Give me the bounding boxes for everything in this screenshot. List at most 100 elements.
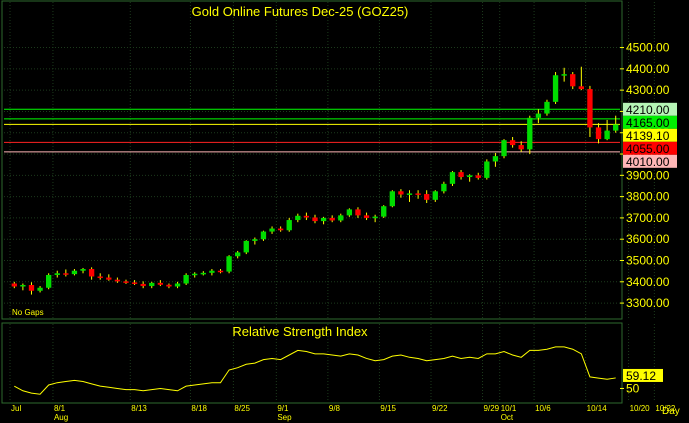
x-tick-label: 10/20 [630,404,651,413]
price-tick-label: 3400.00 [626,275,670,289]
candle-body [415,193,421,195]
candle-body [114,279,121,282]
candle-body [37,287,43,291]
candle-body [406,193,413,195]
rsi-current-label: 59.12 [626,369,656,383]
candle-body [527,117,533,150]
candle-body [552,75,559,102]
rsi-title: Relative Strength Index [232,324,368,339]
candle-body [20,284,26,287]
candle-body [217,270,224,273]
candle-body [458,172,464,178]
x-tick-label: 9/8 [329,404,341,413]
candle-body [501,140,507,157]
reference-label-box [623,154,677,168]
candle-body [346,209,353,216]
x-tick-label: 10/1 [501,404,517,413]
candle-body [54,273,60,275]
candle-body [200,272,206,275]
candle-body [320,217,327,222]
candle-body [166,284,172,287]
candle-body [398,191,404,195]
candle-body [484,161,490,178]
candle-body [260,231,267,240]
x-tick-label: 9/22 [432,404,448,413]
candle-body [226,256,232,272]
rsi-line [14,346,616,395]
candle-body [381,206,387,217]
candle-body [338,215,344,221]
candle-body [71,270,78,275]
reference-label: 4010.00 [626,155,670,169]
x-tick-label: 9/29 [484,404,500,413]
price-tick-label: 3300.00 [626,296,670,310]
candlestick-series [11,66,619,295]
candle-body [363,215,370,218]
candle-body [106,277,112,280]
candle-body [277,228,284,231]
reference-label: 4139.10 [626,129,670,143]
candle-body [466,175,473,178]
x-tick-label: 10/14 [587,404,608,413]
x-tick-label: Sep [277,413,292,422]
candle-body [243,240,249,253]
candle-body [578,86,585,90]
candle-body [509,140,516,146]
reference-label-box [623,128,677,142]
candle-body [475,175,481,178]
x-tick-label: 10/22 [655,404,676,413]
candle-body [595,127,602,140]
candle-body [432,191,438,200]
candle-body [518,145,524,150]
price-tick-label: 4400.00 [626,62,670,76]
reference-label-box [623,102,677,116]
candle-body [80,269,86,271]
x-tick-label: 10/6 [535,404,551,413]
price-tick-label: 3800.00 [626,190,670,204]
candle-body [312,217,318,222]
candle-body [604,130,610,140]
price-tick-label: 3600.00 [626,232,670,246]
price-grid [4,2,655,318]
x-tick-label: 9/1 [277,404,289,413]
candle-body [140,283,146,287]
candle-body [535,113,542,118]
candle-body [587,89,593,128]
candle-body [544,101,550,114]
reference-label: 4055.00 [626,142,670,156]
price-panel [1,0,623,320]
candle-body [561,74,567,76]
candle-body [97,276,103,278]
candle-body [45,274,52,288]
candle-body [11,283,17,287]
candle-body [235,252,241,257]
rsi-current-box [623,368,663,382]
x-tick-label: Jul [11,404,21,413]
candle-body [131,282,138,284]
x-tick-label: Aug [54,413,68,422]
chart-title: Gold Online Futures Dec-25 (GOZ25) [192,4,409,19]
rsi-panel [1,322,623,404]
price-y-axis: 3300.00 3400.00 3500.00 3600.00 3700.00 3800.… [620,41,670,310]
price-tick-label: 3900.00 [626,168,670,182]
x-tick-label: Oct [501,413,514,422]
price-tick-label: 4300.00 [626,83,670,97]
x-tick-label: 8/18 [191,404,207,413]
candle-body [389,191,395,207]
candle-body [123,281,129,283]
price-tick-label: 3700.00 [626,211,670,225]
candle-body [286,220,292,231]
candle-body [329,217,335,221]
price-tick-label: 4500.00 [626,41,670,55]
candle-body [149,282,155,287]
rsi-grid [9,324,655,402]
reference-label-box [623,141,677,155]
reference-label: 4165.00 [626,116,670,130]
horizontal-lines [4,108,620,153]
candle-body [441,183,447,192]
candle-body [192,273,198,276]
candle-body [252,239,258,241]
x-tick-label: 8/1 [54,404,66,413]
